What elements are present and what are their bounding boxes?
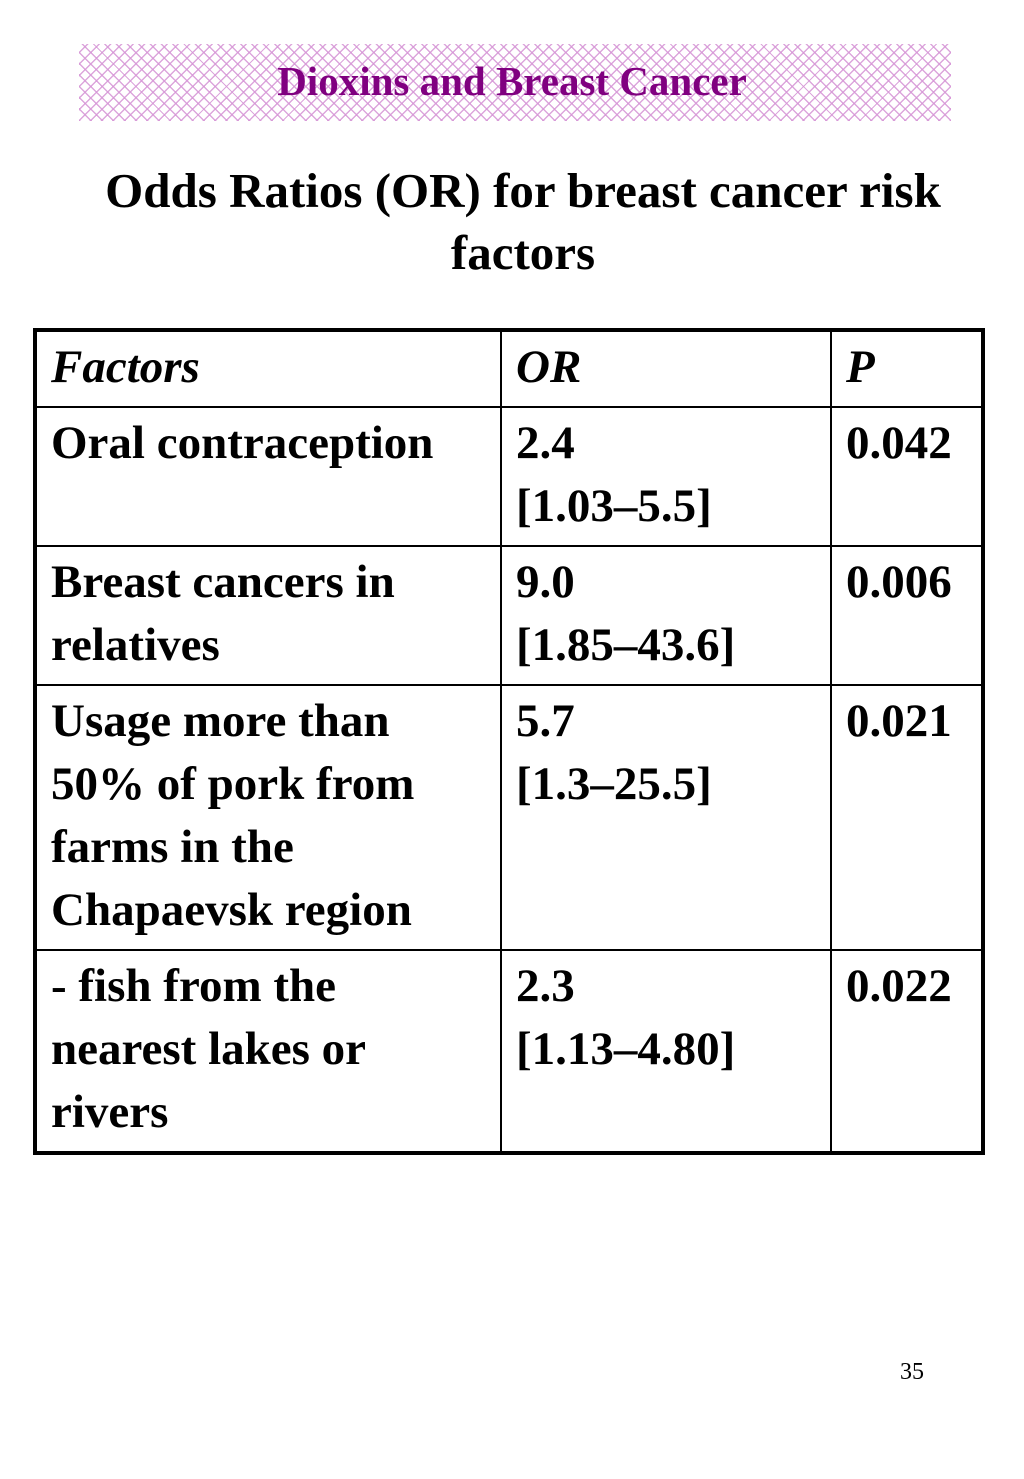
factor-cell: Usage more than 50% of pork from farms i… — [34, 684, 502, 951]
table-row: Usage more than 50% of pork from farms i… — [34, 684, 984, 951]
odds-ratio-table: Factors OR P Oral contraception 2.4 [1.0… — [33, 328, 985, 1155]
header-factors: Factors — [34, 329, 502, 408]
slide-title: Dioxins and Breast Cancer — [277, 58, 747, 104]
or-cell: 5.7 [1.3–25.5] — [500, 684, 832, 951]
confidence-interval: [1.13–4.80] — [516, 1023, 736, 1075]
or-value: 2.3 — [516, 960, 575, 1012]
p-value-cell: 0.042 — [830, 406, 984, 547]
or-cell: 9.0 [1.85–43.6] — [500, 545, 832, 686]
table-row: Breast cancers in relatives 9.0 [1.85–43… — [34, 545, 984, 686]
table-header-row: Factors OR P — [34, 329, 984, 408]
p-value-cell: 0.021 — [830, 684, 984, 951]
table-row: - fish from the nearest lakes or rivers … — [34, 949, 984, 1154]
header-p: P — [830, 329, 984, 408]
p-value-cell: 0.022 — [830, 949, 984, 1154]
header-or: OR — [500, 329, 832, 408]
confidence-interval: [1.03–5.5] — [516, 480, 712, 532]
factor-cell: - fish from the nearest lakes or rivers — [34, 949, 502, 1154]
or-cell: 2.4 [1.03–5.5] — [500, 406, 832, 547]
or-value: 9.0 — [516, 556, 575, 608]
or-value: 5.7 — [516, 695, 575, 747]
title-banner — [79, 44, 951, 121]
page-number: 35 — [900, 1359, 924, 1385]
p-value-cell: 0.006 — [830, 545, 984, 686]
slide-subtitle: Odds Ratios (OR) for breast cancer risk … — [105, 163, 941, 280]
factor-cell: Breast cancers in relatives — [34, 545, 502, 686]
confidence-interval: [1.85–43.6] — [516, 619, 736, 671]
factor-cell: Oral contraception — [34, 406, 502, 547]
confidence-interval: [1.3–25.5] — [516, 758, 712, 810]
or-value: 2.4 — [516, 417, 575, 469]
or-cell: 2.3 [1.13–4.80] — [500, 949, 832, 1154]
table-row: Oral contraception 2.4 [1.03–5.5] 0.042 — [34, 406, 984, 547]
